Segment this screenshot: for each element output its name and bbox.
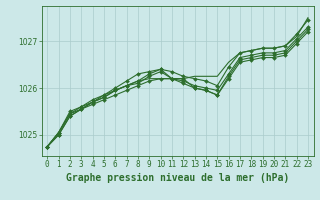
- X-axis label: Graphe pression niveau de la mer (hPa): Graphe pression niveau de la mer (hPa): [66, 173, 289, 183]
